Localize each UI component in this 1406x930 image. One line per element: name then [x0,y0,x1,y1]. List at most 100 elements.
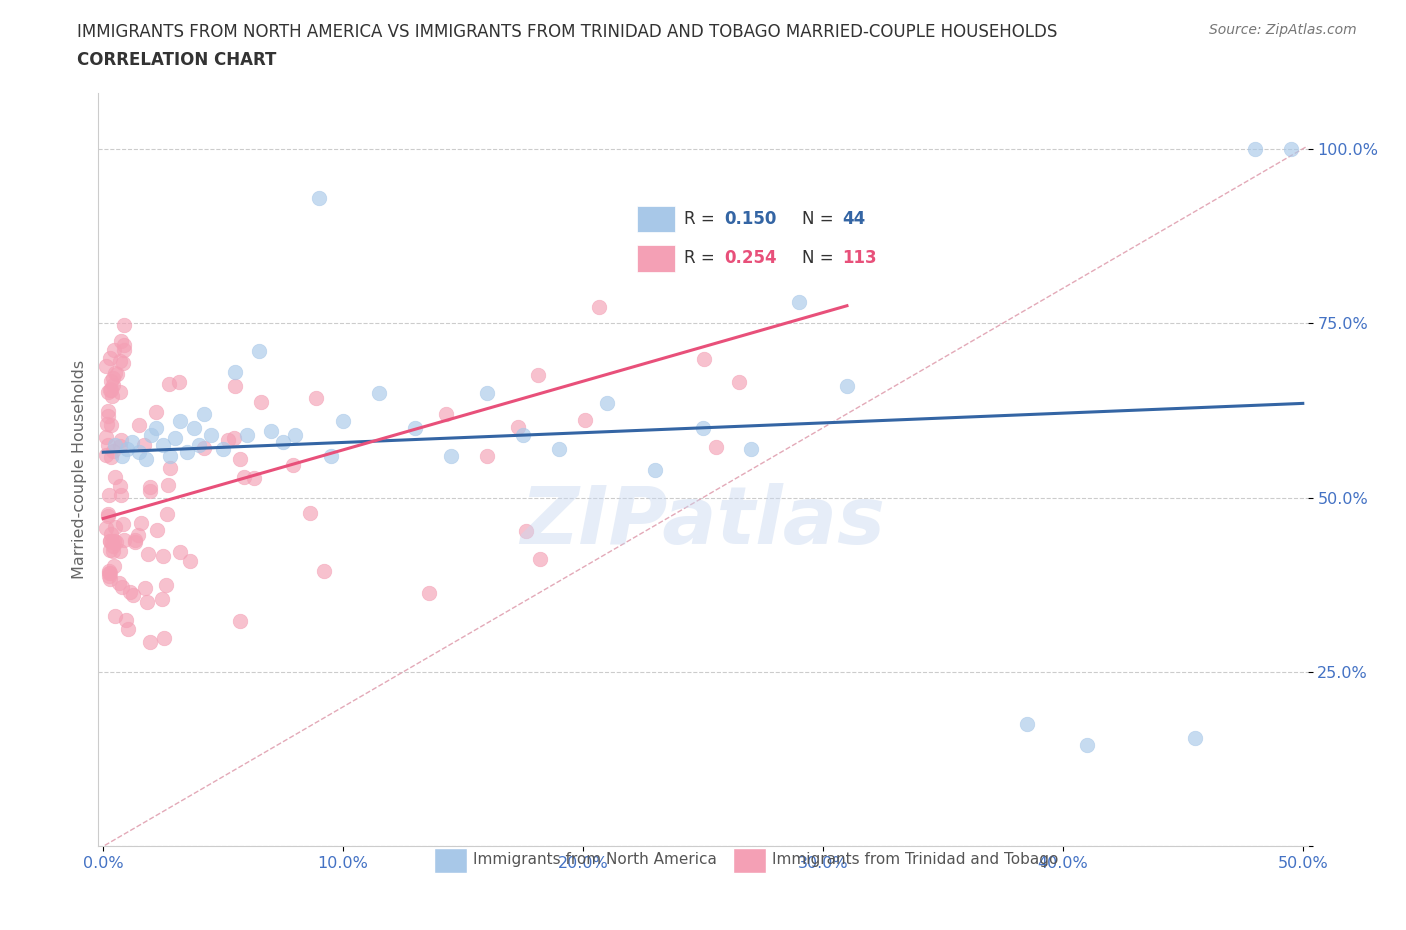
Point [529,551,551,566]
Point [145,405,167,419]
Point [644,462,666,477]
Point [159,448,181,463]
Text: N =: N = [801,210,839,228]
Text: ZIPatlas: ZIPatlas [520,484,886,562]
Point [368,386,391,401]
Point [100,534,122,549]
Point [527,367,550,382]
Text: 0.150: 0.150 [724,210,776,228]
Point [110,478,132,493]
Point [222,431,245,445]
Point [169,544,191,559]
Point [176,445,198,459]
Point [574,412,596,427]
Point [835,379,858,393]
Point [112,342,135,357]
Point [312,564,335,578]
Text: Source: ZipAtlas.com: Source: ZipAtlas.com [1209,23,1357,37]
Point [299,506,322,521]
Point [475,386,498,401]
Point [1076,737,1098,752]
Point [97,385,120,400]
Point [94,358,117,373]
Point [104,469,127,484]
FancyBboxPatch shape [434,847,467,873]
Point [103,559,125,574]
Text: N =: N = [801,249,839,268]
Point [110,384,132,399]
Point [1279,141,1302,156]
Point [96,447,118,462]
Point [150,591,173,606]
Point [136,594,159,609]
Point [155,578,177,592]
Point [103,342,125,357]
Point [98,351,121,365]
Point [110,487,132,502]
Point [188,438,211,453]
Point [100,418,122,432]
Point [418,586,440,601]
Point [115,442,138,457]
Point [706,439,728,454]
Point [101,535,124,550]
Point [434,406,457,421]
FancyBboxPatch shape [637,206,675,232]
Point [132,437,155,452]
Text: 113: 113 [842,249,877,268]
Point [145,420,167,435]
Point [108,354,131,369]
Point [97,568,120,583]
Point [128,418,150,432]
Point [103,365,125,380]
Point [404,420,426,435]
Point [98,382,121,397]
Point [506,419,529,434]
Y-axis label: Married-couple Households: Married-couple Households [72,360,87,579]
Text: R =: R = [683,210,720,228]
Point [96,416,118,431]
Point [100,527,122,542]
Point [740,442,762,457]
Point [165,431,187,445]
Point [105,534,128,549]
Point [134,580,156,595]
Point [101,538,124,553]
Point [104,519,127,534]
Point [108,439,131,454]
Point [112,338,135,352]
Point [157,376,180,391]
Point [112,318,135,333]
Point [281,458,304,472]
Text: 44: 44 [842,210,866,228]
Point [117,621,139,636]
Text: Immigrants from Trinidad and Tobago: Immigrants from Trinidad and Tobago [772,852,1059,867]
Point [232,470,254,485]
Point [139,479,162,494]
Point [167,375,190,390]
Point [548,442,571,457]
Point [136,546,159,561]
Point [247,344,270,359]
Point [101,389,124,404]
Point [124,535,146,550]
Text: R =: R = [683,249,720,268]
Point [108,543,131,558]
Point [112,516,135,531]
Point [321,448,343,463]
Point [96,430,118,445]
Point [104,438,127,453]
Point [101,543,124,558]
Point [179,553,201,568]
Point [332,413,354,428]
Point [183,420,205,435]
Point [1184,731,1206,746]
Text: IMMIGRANTS FROM NORTH AMERICA VS IMMIGRANTS FROM TRINIDAD AND TOBAGO MARRIED-COU: IMMIGRANTS FROM NORTH AMERICA VS IMMIGRA… [77,23,1057,41]
Point [693,352,716,366]
Point [101,378,124,392]
Point [97,408,120,423]
Point [112,533,135,548]
Text: 0.254: 0.254 [724,249,778,268]
Point [111,356,134,371]
Point [100,542,122,557]
